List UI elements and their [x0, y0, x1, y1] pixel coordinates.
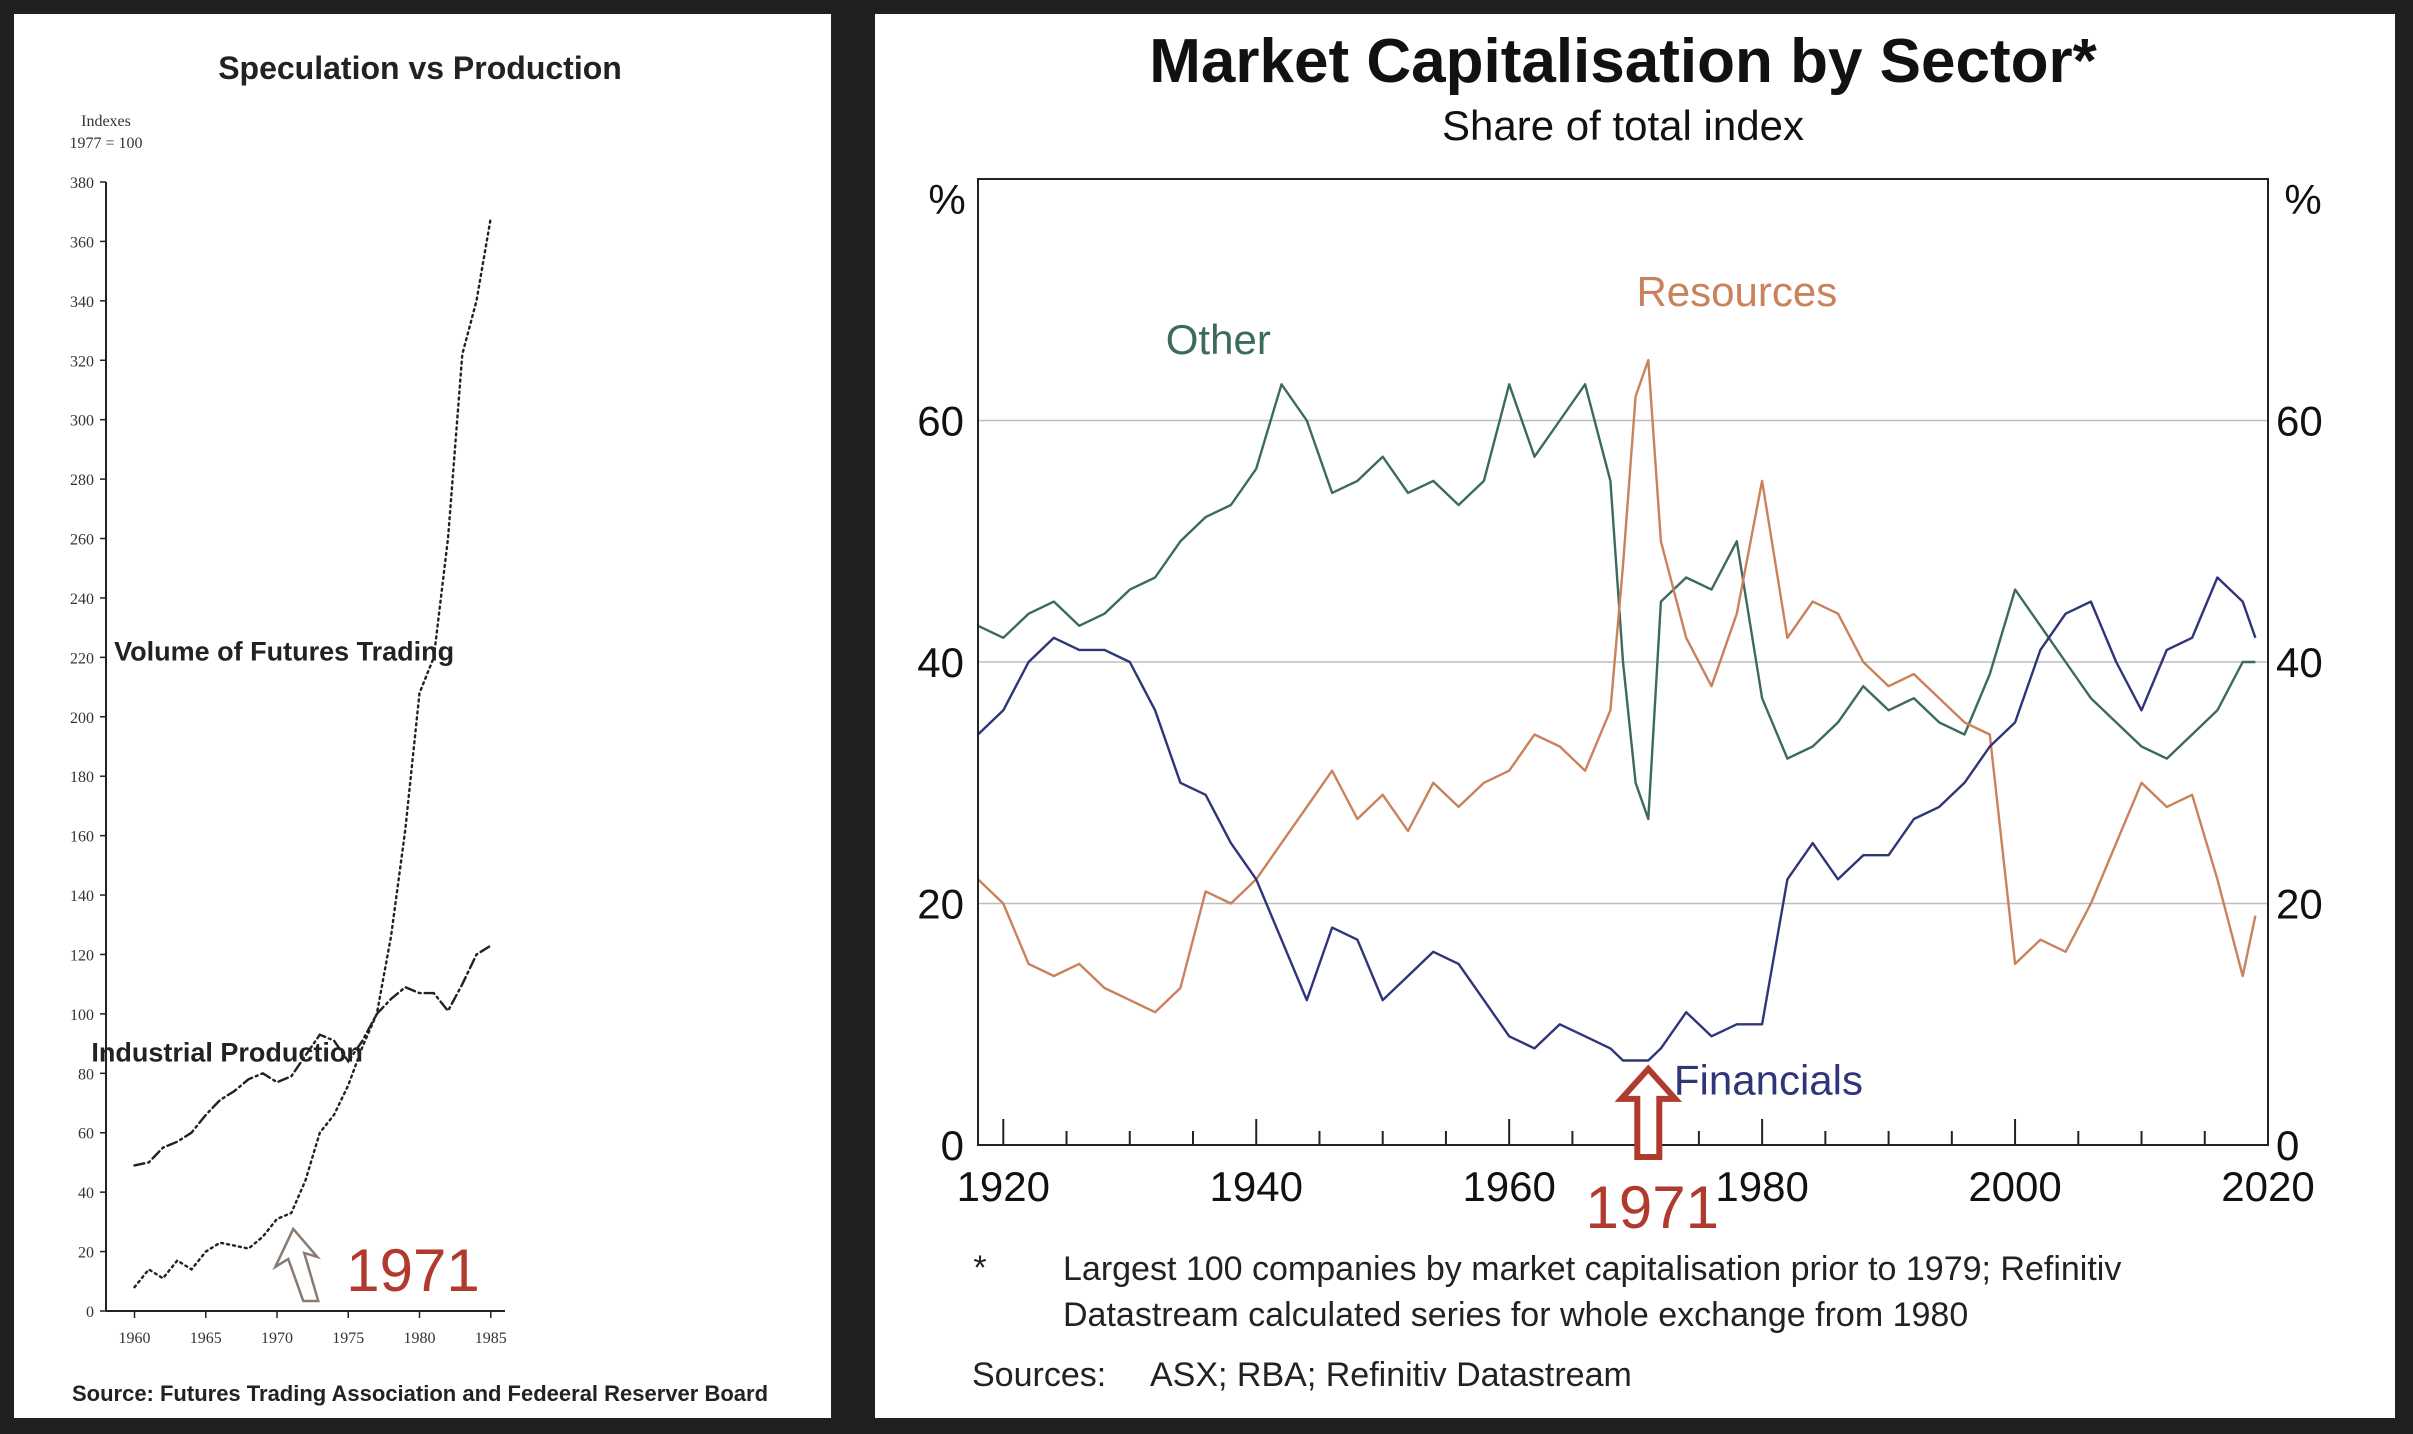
right-x-tick-label: 1940	[1210, 1163, 1303, 1210]
left-x-tick-label: 1970	[261, 1330, 293, 1347]
left-y-tick-label: 260	[70, 532, 94, 549]
left-y-tick-label: 20	[78, 1245, 94, 1262]
right-series-line-financials	[977, 576, 2257, 1062]
right-y-tick-label-left: 20	[917, 881, 964, 928]
left-x-tick-label: 1965	[190, 1330, 222, 1347]
left-annotation: 1971	[272, 1226, 480, 1304]
right-unit-label: %	[2284, 176, 2321, 223]
right-plot-frame	[977, 178, 2269, 1146]
right-series	[977, 358, 2257, 1062]
right-x-tick-label: 1920	[957, 1163, 1050, 1210]
right-y-tick-label-right: 60	[2276, 398, 2323, 445]
left-y-tick-label: 0	[86, 1304, 94, 1321]
left-x-tick-label: 1985	[475, 1330, 507, 1347]
left-y-tick-label: 320	[70, 353, 94, 370]
left-y-tick-label: 220	[70, 650, 94, 667]
right-series-label-resources: Resources	[1636, 268, 1837, 315]
right-x-tick-label: 2020	[2221, 1163, 2314, 1210]
left-x-tick-label: 1975	[332, 1330, 364, 1347]
right-series-line-resources	[977, 358, 2257, 1014]
right-annotation: 1971	[1586, 1064, 1719, 1241]
right-y-tick-label-left: 0	[941, 1122, 964, 1169]
right-x-tick-label: 1960	[1462, 1163, 1555, 1210]
right-series-label-financials: Financials	[1674, 1056, 1863, 1103]
left-y-tick-label: 180	[70, 769, 94, 786]
right-series-labels: Other Resources Financials	[1166, 268, 1863, 1103]
left-source: Source: Futures Trading Association and …	[72, 1381, 768, 1406]
right-y-tick-label-left: 40	[917, 639, 964, 686]
right-y-tick-label-left: 60	[917, 398, 964, 445]
left-chart-title: Speculation vs Production	[218, 50, 622, 86]
left-annotation-arrow-icon	[272, 1226, 322, 1303]
left-ylabel-line2: 1977 = 100	[69, 135, 142, 152]
left-y-tick-label: 100	[70, 1007, 94, 1024]
left-x-tick-label: 1960	[119, 1330, 151, 1347]
left-unit-label: %	[928, 176, 965, 223]
left-series-labels: Volume of Futures Trading Industrial Prod…	[91, 636, 454, 1067]
left-y-tick-label: 160	[70, 829, 94, 846]
right-chart-subtitle: Share of total index	[1442, 102, 1804, 149]
left-y-tick-label: 300	[70, 413, 94, 430]
footnote-line2: Datastream calculated series for whole e…	[1063, 1296, 1968, 1334]
sources-text: ASX; RBA; Refinitiv Datastream	[1150, 1356, 1632, 1394]
left-x-tick-label: 1980	[404, 1330, 436, 1347]
right-x-tick-label: 1980	[1715, 1163, 1808, 1210]
left-y-tick-label: 60	[78, 1126, 94, 1143]
right-y-tick-label-right: 40	[2276, 639, 2323, 686]
right-y-tick-label-right: 0	[2276, 1122, 2299, 1169]
left-y-tick-label: 240	[70, 591, 94, 608]
left-annotation-label: 1971	[346, 1237, 479, 1304]
left-chart: Speculation vs Production Indexes 1977 =…	[69, 50, 768, 1406]
right-chart: Market Capitalisation by Sector* Share o…	[917, 27, 2322, 1394]
right-chart-title: Market Capitalisation by Sector*	[1149, 27, 2097, 96]
sources-label: Sources:	[972, 1356, 1106, 1394]
right-y-tick-label-right: 20	[2276, 881, 2323, 928]
left-series-label-industrial: Industrial Production	[91, 1037, 363, 1067]
left-axes: 0 20 40 60 80 100 120 140 160 180 200 220 240 260 280 3…	[70, 175, 507, 1347]
left-y-tick-label: 360	[70, 234, 94, 251]
left-y-tick-label: 280	[70, 472, 94, 489]
right-series-line-other	[977, 383, 2256, 821]
right-annotation-arrow-icon	[1614, 1064, 1683, 1160]
left-ylabel-line1: Indexes	[81, 113, 131, 130]
left-y-tick-label: 380	[70, 175, 94, 192]
left-y-tick-label: 340	[70, 294, 94, 311]
left-y-tick-label: 140	[70, 888, 94, 905]
left-series-line-0	[133, 216, 492, 1289]
footnote-marker: *	[973, 1249, 986, 1287]
right-annotation-label: 1971	[1586, 1174, 1719, 1241]
left-y-tick-label: 200	[70, 710, 94, 727]
right-x-tick-label: 2000	[1968, 1163, 2061, 1210]
left-series-line-1	[133, 944, 492, 1167]
left-series-label-futures: Volume of Futures Trading	[114, 636, 454, 666]
footnote-line1: Largest 100 companies by market capitali…	[1063, 1250, 2121, 1288]
left-y-tick-label: 120	[70, 947, 94, 964]
left-chart-panel: Speculation vs Production Indexes 1977 =…	[14, 14, 831, 1418]
left-y-tick-label: 40	[78, 1185, 94, 1202]
left-series	[133, 216, 492, 1289]
right-series-label-other: Other	[1166, 316, 1271, 363]
right-chart-panel: Market Capitalisation by Sector* Share o…	[875, 14, 2395, 1418]
left-y-tick-label: 80	[78, 1066, 94, 1083]
